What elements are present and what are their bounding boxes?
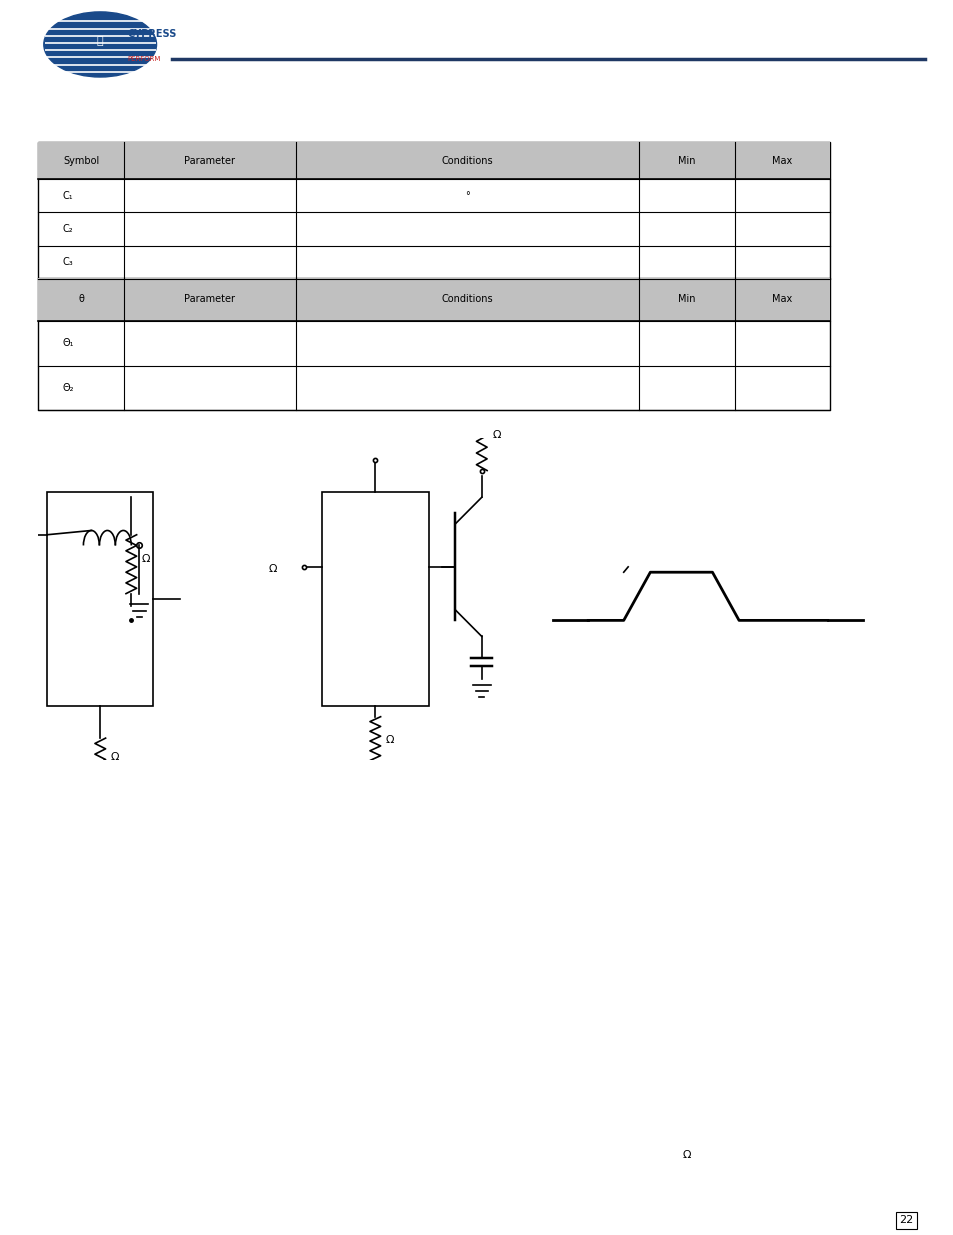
Text: Conditions: Conditions xyxy=(441,156,493,165)
Bar xyxy=(38,142,829,179)
Text: CYPRESS: CYPRESS xyxy=(128,28,176,38)
Text: Parameter: Parameter xyxy=(184,156,235,165)
Text: Ω: Ω xyxy=(142,553,151,563)
Text: Θ₁: Θ₁ xyxy=(62,338,74,348)
Text: Ω: Ω xyxy=(492,431,500,441)
Text: C₁: C₁ xyxy=(63,190,73,201)
Ellipse shape xyxy=(44,12,156,77)
Text: Ω: Ω xyxy=(682,1150,690,1160)
Text: C₃: C₃ xyxy=(63,257,73,268)
Bar xyxy=(322,492,428,706)
Text: Ω: Ω xyxy=(111,752,119,762)
Text: 22: 22 xyxy=(899,1215,912,1225)
Text: Symbol: Symbol xyxy=(63,156,99,165)
Text: Max: Max xyxy=(771,156,792,165)
Text: Min: Min xyxy=(678,156,695,165)
Text: Max: Max xyxy=(771,294,792,305)
Bar xyxy=(38,278,829,410)
Bar xyxy=(38,142,829,279)
Text: Min: Min xyxy=(678,294,695,305)
Bar xyxy=(47,492,153,706)
Text: Θ₂: Θ₂ xyxy=(62,383,74,393)
Text: θ: θ xyxy=(78,294,84,305)
Text: C₂: C₂ xyxy=(63,224,73,235)
Text: Conditions: Conditions xyxy=(441,294,493,305)
Text: 🌳: 🌳 xyxy=(97,36,103,46)
Text: °: ° xyxy=(465,190,469,201)
Text: Parameter: Parameter xyxy=(184,294,235,305)
Text: Ω: Ω xyxy=(386,736,394,746)
Text: PERFORM: PERFORM xyxy=(128,56,161,62)
Bar xyxy=(38,278,829,321)
Text: Ω: Ω xyxy=(269,564,277,574)
